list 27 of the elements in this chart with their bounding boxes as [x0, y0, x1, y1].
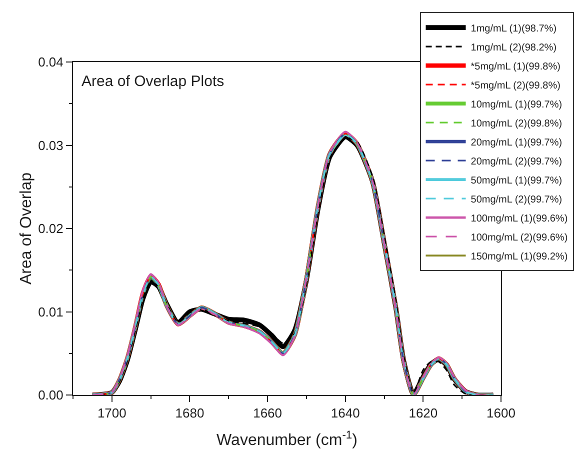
legend-label: *5mg/mL (1)(99.8%) [470, 61, 560, 72]
legend-label: 100mg/mL (1)(99.6%) [470, 213, 568, 224]
legend-label: 10mg/mL (1)(99.7%) [470, 99, 562, 110]
y-tick-label: 0.02 [38, 221, 64, 236]
legend-label: 20mg/mL (2)(99.7%) [470, 156, 562, 168]
x-tick-label: 1600 [486, 406, 516, 421]
x-tick-label: 1680 [175, 406, 204, 421]
y-tick-label: 0.00 [38, 388, 64, 403]
x-axis-title: Wavenumber (cm$^{-1}$) [216, 429, 358, 449]
y-tick-label: 0.04 [38, 54, 64, 70]
x-tick-label: 1640 [330, 406, 360, 421]
x-tick-label: 1700 [97, 406, 126, 421]
y-tick-label: 0.03 [38, 138, 64, 153]
legend-label: 1mg/mL (1)(98.7%) [470, 23, 557, 34]
legend-label: 50mg/mL (2)(99.7%) [470, 194, 562, 206]
x-tick-label: 1620 [408, 406, 438, 421]
text: Area of Overlap Plots [82, 72, 224, 90]
legend-label: 50mg/mL (1)(99.7%) [470, 175, 562, 186]
legend-label: 150mg/mL (1)(99.2%) [470, 251, 568, 262]
x-tick-label: 1660 [253, 406, 282, 421]
legend-label: 1mg/mL (2)(98.2%) [470, 42, 557, 54]
legend-label: 20mg/mL (1)(99.7%) [470, 137, 562, 148]
legend-label: 10mg/mL (2)(99.8%) [470, 118, 562, 130]
legend-label: *5mg/mL (2)(99.8%) [470, 80, 560, 92]
y-tick-label: 0.01 [38, 304, 64, 320]
legend-label: 100mg/mL (2)(99.6%) [470, 232, 568, 244]
y-axis-title: Area of Overlap [18, 172, 35, 285]
